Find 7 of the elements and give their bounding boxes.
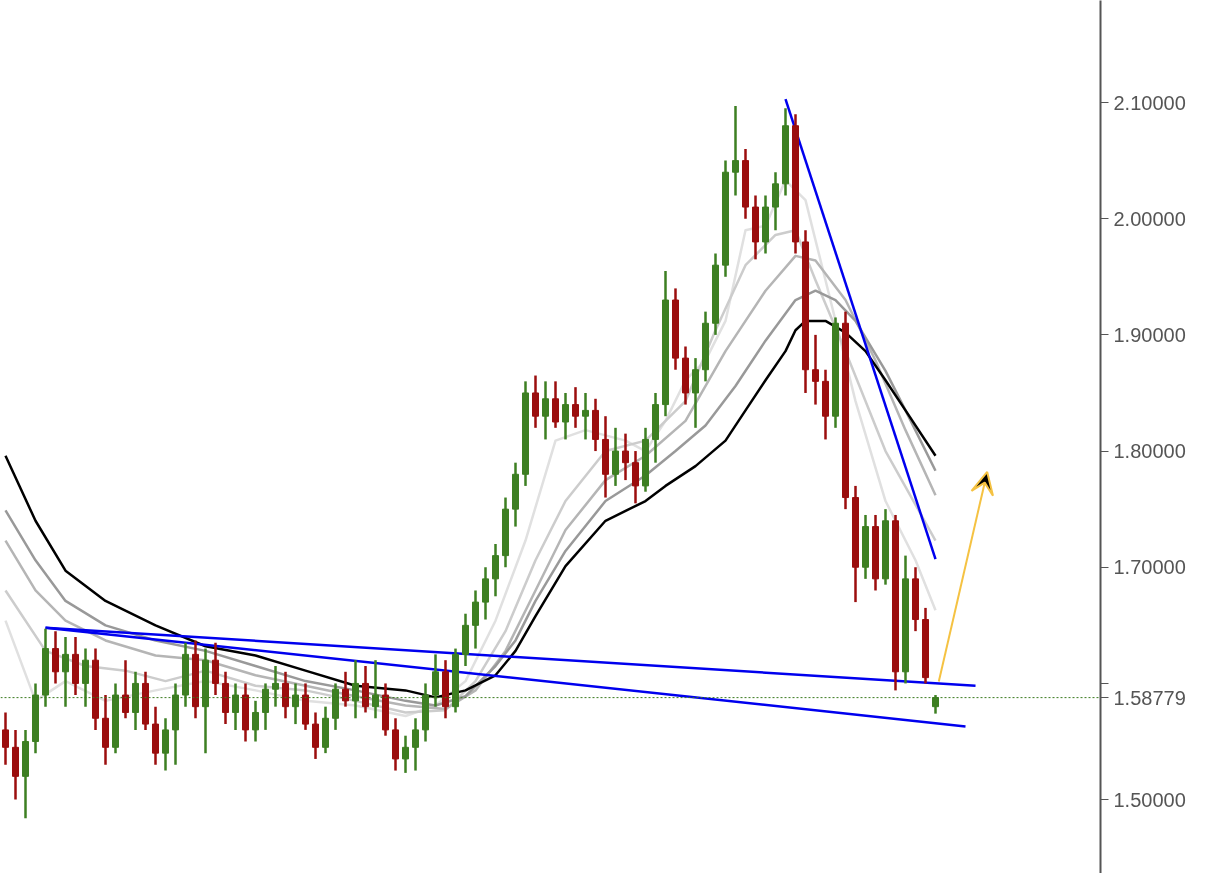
ref-line-label: 1.58779 <box>1113 686 1186 709</box>
y-tick-label: 2.10000 <box>1113 91 1186 114</box>
y-tick-label: 1.70000 <box>1113 556 1186 579</box>
y-tick-label: 1.80000 <box>1113 440 1186 463</box>
y-tick-label: 2.00000 <box>1113 207 1186 230</box>
y-tick-label: 1.50000 <box>1113 788 1186 811</box>
y-tick-label: 1.90000 <box>1113 323 1186 346</box>
